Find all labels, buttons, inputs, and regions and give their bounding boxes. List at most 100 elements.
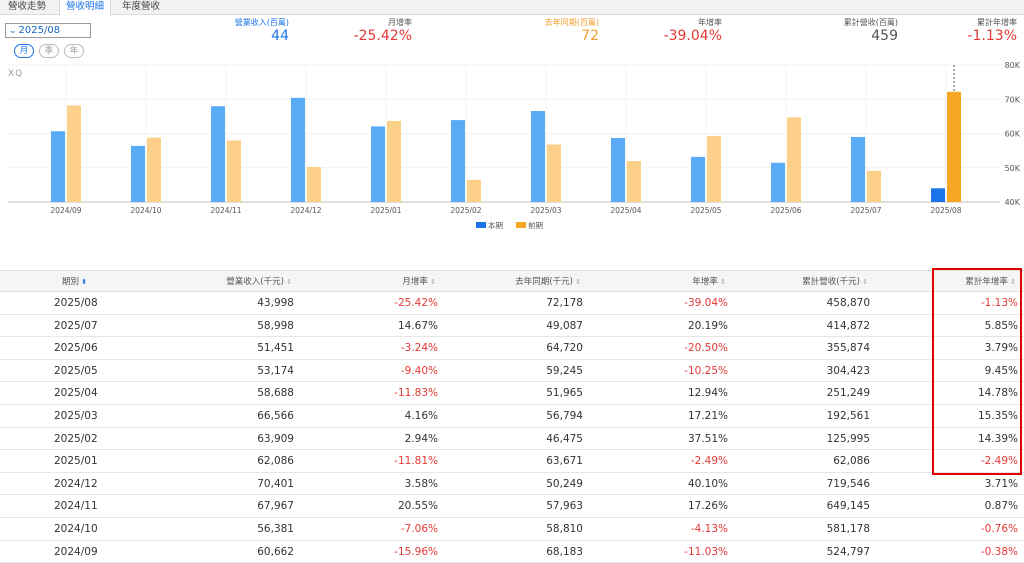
table-cell: 62,086 — [833, 455, 870, 468]
bar-current — [851, 136, 865, 202]
bar-current — [931, 188, 945, 202]
range-quarter-button[interactable]: 季 — [39, 44, 59, 58]
table-cell: 56,794 — [546, 409, 583, 422]
table-cell: 2025/03 — [54, 409, 98, 422]
table-cell: 2024/11 — [54, 500, 98, 513]
stat-value-prev-year: 72 — [581, 28, 599, 44]
x-tick-label: 2025/04 — [610, 206, 641, 215]
table-cell: -9.40% — [400, 364, 438, 377]
table-cell: 60,662 — [257, 545, 294, 558]
table-cell: 72,178 — [546, 297, 583, 309]
table-row[interactable]: 2025/08 43,998 -25.42% 72,178 -39.04% 458,870… — [0, 292, 1024, 315]
tab-revenue-trend[interactable]: 營收走勢 — [8, 1, 47, 12]
y-tick-label: 80K — [1005, 62, 1021, 70]
column-header[interactable]: 營業收入(千元) ⇕ — [226, 271, 292, 293]
table-cell: 649,145 — [826, 500, 870, 513]
bar-previous — [547, 144, 561, 202]
table-cell: 17.21% — [687, 409, 728, 422]
column-header[interactable]: 年增率 ⇕ — [692, 271, 726, 293]
sort-icon: ⇕ — [572, 278, 581, 286]
bar-current — [531, 111, 545, 202]
bar-current — [451, 120, 465, 202]
table-row[interactable]: 2025/01 62,086 -11.81% 63,671 -2.49% 62,086 -2… — [0, 450, 1024, 473]
table-cell: -11.83% — [394, 387, 438, 400]
table-row[interactable]: 2024/12 70,401 3.58% 50,249 40.10% 719,546 3.7… — [0, 473, 1024, 496]
column-header[interactable]: 月增率 ⇕ — [402, 271, 436, 293]
table-cell: 2024/10 — [54, 522, 98, 535]
table-cell: -25.42% — [394, 297, 438, 309]
x-tick-label: 2024/09 — [50, 206, 81, 215]
table-cell: 15.35% — [977, 409, 1018, 422]
stat-value-yoy: -39.04% — [663, 28, 722, 44]
table-row[interactable]: 2024/11 67,967 20.55% 57,963 17.26% 649,145 0.… — [0, 495, 1024, 518]
tab-annual-revenue[interactable]: 年度營收 — [122, 1, 161, 12]
bar-previous — [867, 170, 881, 202]
column-header-label: 月增率 — [402, 277, 428, 287]
stat-value-revenue: 44 — [271, 28, 289, 44]
column-header-label: 累計營收(千元) — [802, 277, 860, 287]
table-cell: 51,451 — [257, 342, 294, 355]
table-cell: 3.71% — [984, 477, 1018, 490]
sort-icon: ⇕ — [427, 278, 436, 286]
legend-label: 前期 — [528, 220, 543, 230]
table-cell: 2025/01 — [54, 455, 98, 468]
table-cell: 20.55% — [397, 500, 438, 513]
table-cell: 63,671 — [546, 455, 583, 468]
bar-previous — [707, 136, 721, 202]
table-cell: -11.03% — [684, 545, 728, 558]
table-cell: 57,963 — [546, 500, 583, 513]
table-cell: 2025/06 — [54, 342, 98, 355]
table-cell: 5.85% — [984, 319, 1018, 332]
stat-label-yoy: 年增率 — [698, 18, 722, 27]
table-cell: -2.49% — [980, 455, 1018, 468]
bar-previous — [67, 105, 81, 202]
table-cell: -10.25% — [684, 364, 728, 377]
bar-current — [371, 126, 385, 202]
table-cell: -15.96% — [394, 545, 438, 558]
table-cell: -0.76% — [980, 522, 1018, 535]
x-tick-label: 2024/10 — [130, 206, 161, 215]
stat-label-prev-year: 去年同期(百萬) — [544, 18, 599, 27]
table-cell: 581,178 — [826, 522, 870, 535]
table-row[interactable]: 2025/03 66,566 4.16% 56,794 17.21% 192,561 15.… — [0, 405, 1024, 428]
table-cell: 56,381 — [257, 522, 294, 535]
range-month-button[interactable]: 月 — [14, 44, 34, 58]
table-cell: 2025/05 — [54, 364, 98, 377]
bar-previous — [467, 179, 481, 202]
tab-revenue-detail[interactable]: 營收明細 — [59, 0, 112, 16]
table-cell: 524,797 — [826, 545, 870, 558]
table-row[interactable]: 2025/04 58,688 -11.83% 51,965 12.94% 251,249 1… — [0, 382, 1024, 405]
table-cell: -0.38% — [980, 545, 1018, 558]
table-row[interactable]: 2025/05 53,174 -9.40% 59,245 -10.25% 304,423 9… — [0, 360, 1024, 383]
bar-current — [771, 162, 785, 202]
table-cell: -11.81% — [394, 455, 438, 468]
bar-previous — [947, 91, 961, 202]
column-header-label: 累計年增率 — [965, 277, 1008, 287]
table-cell: 64,720 — [546, 342, 583, 355]
table-row[interactable]: 2025/02 63,909 2.94% 46,475 37.51% 125,995 14.… — [0, 428, 1024, 451]
period-select[interactable]: ⌄ 2025/08 — [5, 23, 91, 38]
table-cell: 2.94% — [404, 432, 438, 445]
column-header[interactable]: 累計營收(千元) ⇕ — [802, 271, 868, 293]
sort-icon: ⇕ — [717, 278, 726, 286]
table-row[interactable]: 2025/06 51,451 -3.24% 64,720 -20.50% 355,874 3… — [0, 337, 1024, 360]
x-tick-label: 2024/11 — [210, 206, 241, 215]
table-cell: 458,870 — [826, 297, 870, 309]
period-value: 2025/08 — [18, 25, 61, 36]
column-header[interactable]: 期別 ⬍ — [62, 271, 87, 293]
column-header[interactable]: 累計年增率 ⇕ — [965, 271, 1016, 293]
column-header[interactable]: 去年同期(千元) ⇕ — [515, 271, 581, 293]
table-cell: 4.16% — [404, 409, 438, 422]
range-year-button[interactable]: 年 — [64, 44, 84, 58]
stat-label-mom: 月增率 — [388, 18, 412, 27]
table-cell: 51,965 — [546, 387, 583, 400]
column-header-label: 去年同期(千元) — [515, 277, 573, 287]
table-cell: 9.45% — [984, 364, 1018, 377]
table-cell: 414,872 — [826, 319, 870, 332]
table-row[interactable]: 2024/09 60,662 -15.96% 68,183 -11.03% 524,797… — [0, 541, 1024, 563]
table-header: 期別 ⬍ 營業收入(千元) ⇕ 月增率 ⇕ 去年同期(千元) ⇕ 年增率 ⇕ 累計營收(千… — [0, 270, 1024, 292]
table-cell: 3.58% — [404, 477, 438, 490]
table-cell: 46,475 — [546, 432, 583, 445]
table-row[interactable]: 2025/07 58,998 14.67% 49,087 20.19% 414,872 5.… — [0, 315, 1024, 338]
table-row[interactable]: 2024/10 56,381 -7.06% 58,810 -4.13% 581,178 -0… — [0, 518, 1024, 541]
